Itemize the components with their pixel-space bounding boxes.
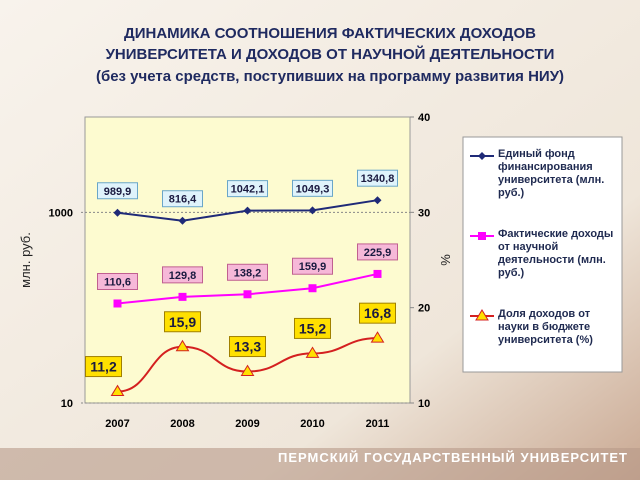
value-label: 159,9 — [299, 261, 327, 273]
marker — [370, 331, 385, 343]
marker — [240, 364, 255, 377]
value-label: 13,3 — [234, 339, 261, 355]
marker — [475, 309, 489, 321]
value-label: 989,9 — [104, 186, 132, 198]
marker — [113, 299, 122, 308]
x-tick-label: 2009 — [235, 418, 259, 430]
value-label: 225,9 — [364, 247, 392, 259]
marker — [308, 284, 317, 293]
legend-item: Доля доходов от науки в бюджете универси… — [498, 308, 593, 346]
marker — [308, 206, 317, 215]
value-label-box — [162, 190, 203, 208]
x-tick-label: 2011 — [366, 418, 390, 430]
marker — [178, 292, 187, 301]
marker — [175, 339, 190, 352]
legend-label: Доля доходов от науки в бюджете универси… — [498, 308, 593, 346]
value-label: 1042,1 — [231, 184, 265, 196]
value-label-box — [162, 266, 203, 284]
value-label-box — [164, 311, 201, 333]
value-label-box — [85, 356, 122, 378]
chart-subtitle: (без учета средств, поступивших на прогр… — [96, 68, 564, 85]
legend-label: Фактические доходы от научной деятельнос… — [498, 228, 614, 279]
marker — [243, 290, 252, 299]
chart-title: УНИВЕРСИТЕТА И ДОХОДОВ ОТ НАУЧНОЙ ДЕЯТЕЛ… — [106, 45, 555, 63]
chart-title: ДИНАМИКА СООТНОШЕНИЯ ФАКТИЧЕСКИХ ДОХОДОВ — [124, 25, 536, 42]
y-axis-label: млн. руб. — [18, 232, 33, 288]
value-label: 138,2 — [234, 267, 262, 279]
value-label-box — [227, 180, 268, 198]
y2-tick-label: 20 — [418, 303, 430, 315]
y-tick-label: 1000 — [49, 207, 73, 219]
y-tick-label: 10 — [61, 398, 73, 410]
value-label: 129,8 — [169, 270, 197, 282]
value-label: 816,4 — [169, 194, 197, 206]
value-label-box — [97, 272, 138, 290]
y2-tick-label: 10 — [418, 398, 430, 410]
y2-axis-label: % — [438, 254, 453, 266]
value-label-box — [229, 336, 266, 358]
marker — [478, 152, 486, 160]
marker — [373, 269, 382, 278]
marker — [478, 232, 486, 240]
marker — [113, 208, 122, 217]
value-label-box — [292, 179, 333, 197]
x-tick-label: 2008 — [170, 418, 194, 430]
marker — [243, 206, 252, 215]
value-label: 1340,8 — [361, 173, 395, 185]
value-label-box — [292, 257, 333, 275]
value-label: 1049,3 — [296, 183, 330, 195]
y2-tick-label: 40 — [418, 112, 430, 124]
value-label-box — [227, 263, 268, 281]
marker — [110, 384, 125, 397]
value-label-box — [294, 317, 331, 339]
legend-item: Фактические доходы от научной деятельнос… — [498, 228, 614, 279]
legend-box — [462, 136, 623, 373]
x-tick-label: 2010 — [300, 418, 324, 430]
value-label: 110,6 — [104, 276, 131, 288]
value-label-box — [357, 169, 398, 187]
y2-tick-label: 30 — [418, 207, 430, 219]
value-label-box — [357, 243, 398, 261]
legend-item: Единый фонд финансирования университета … — [498, 148, 605, 199]
value-label: 11,2 — [90, 359, 117, 375]
value-label-box — [359, 302, 396, 324]
marker — [178, 216, 187, 225]
value-label: 16,8 — [364, 305, 391, 321]
marker — [373, 196, 382, 205]
footer-band — [0, 448, 640, 480]
legend-label: Единый фонд финансирования университета … — [498, 148, 605, 199]
marker — [305, 346, 320, 358]
footer: ПЕРМСКИЙ ГОСУДАРСТВЕННЫЙ УНИВЕРСИТЕТ — [278, 450, 628, 465]
value-label-box — [97, 182, 138, 200]
value-label: 15,2 — [299, 320, 326, 336]
x-tick-label: 2007 — [105, 418, 129, 430]
value-label: 15,9 — [169, 314, 196, 330]
